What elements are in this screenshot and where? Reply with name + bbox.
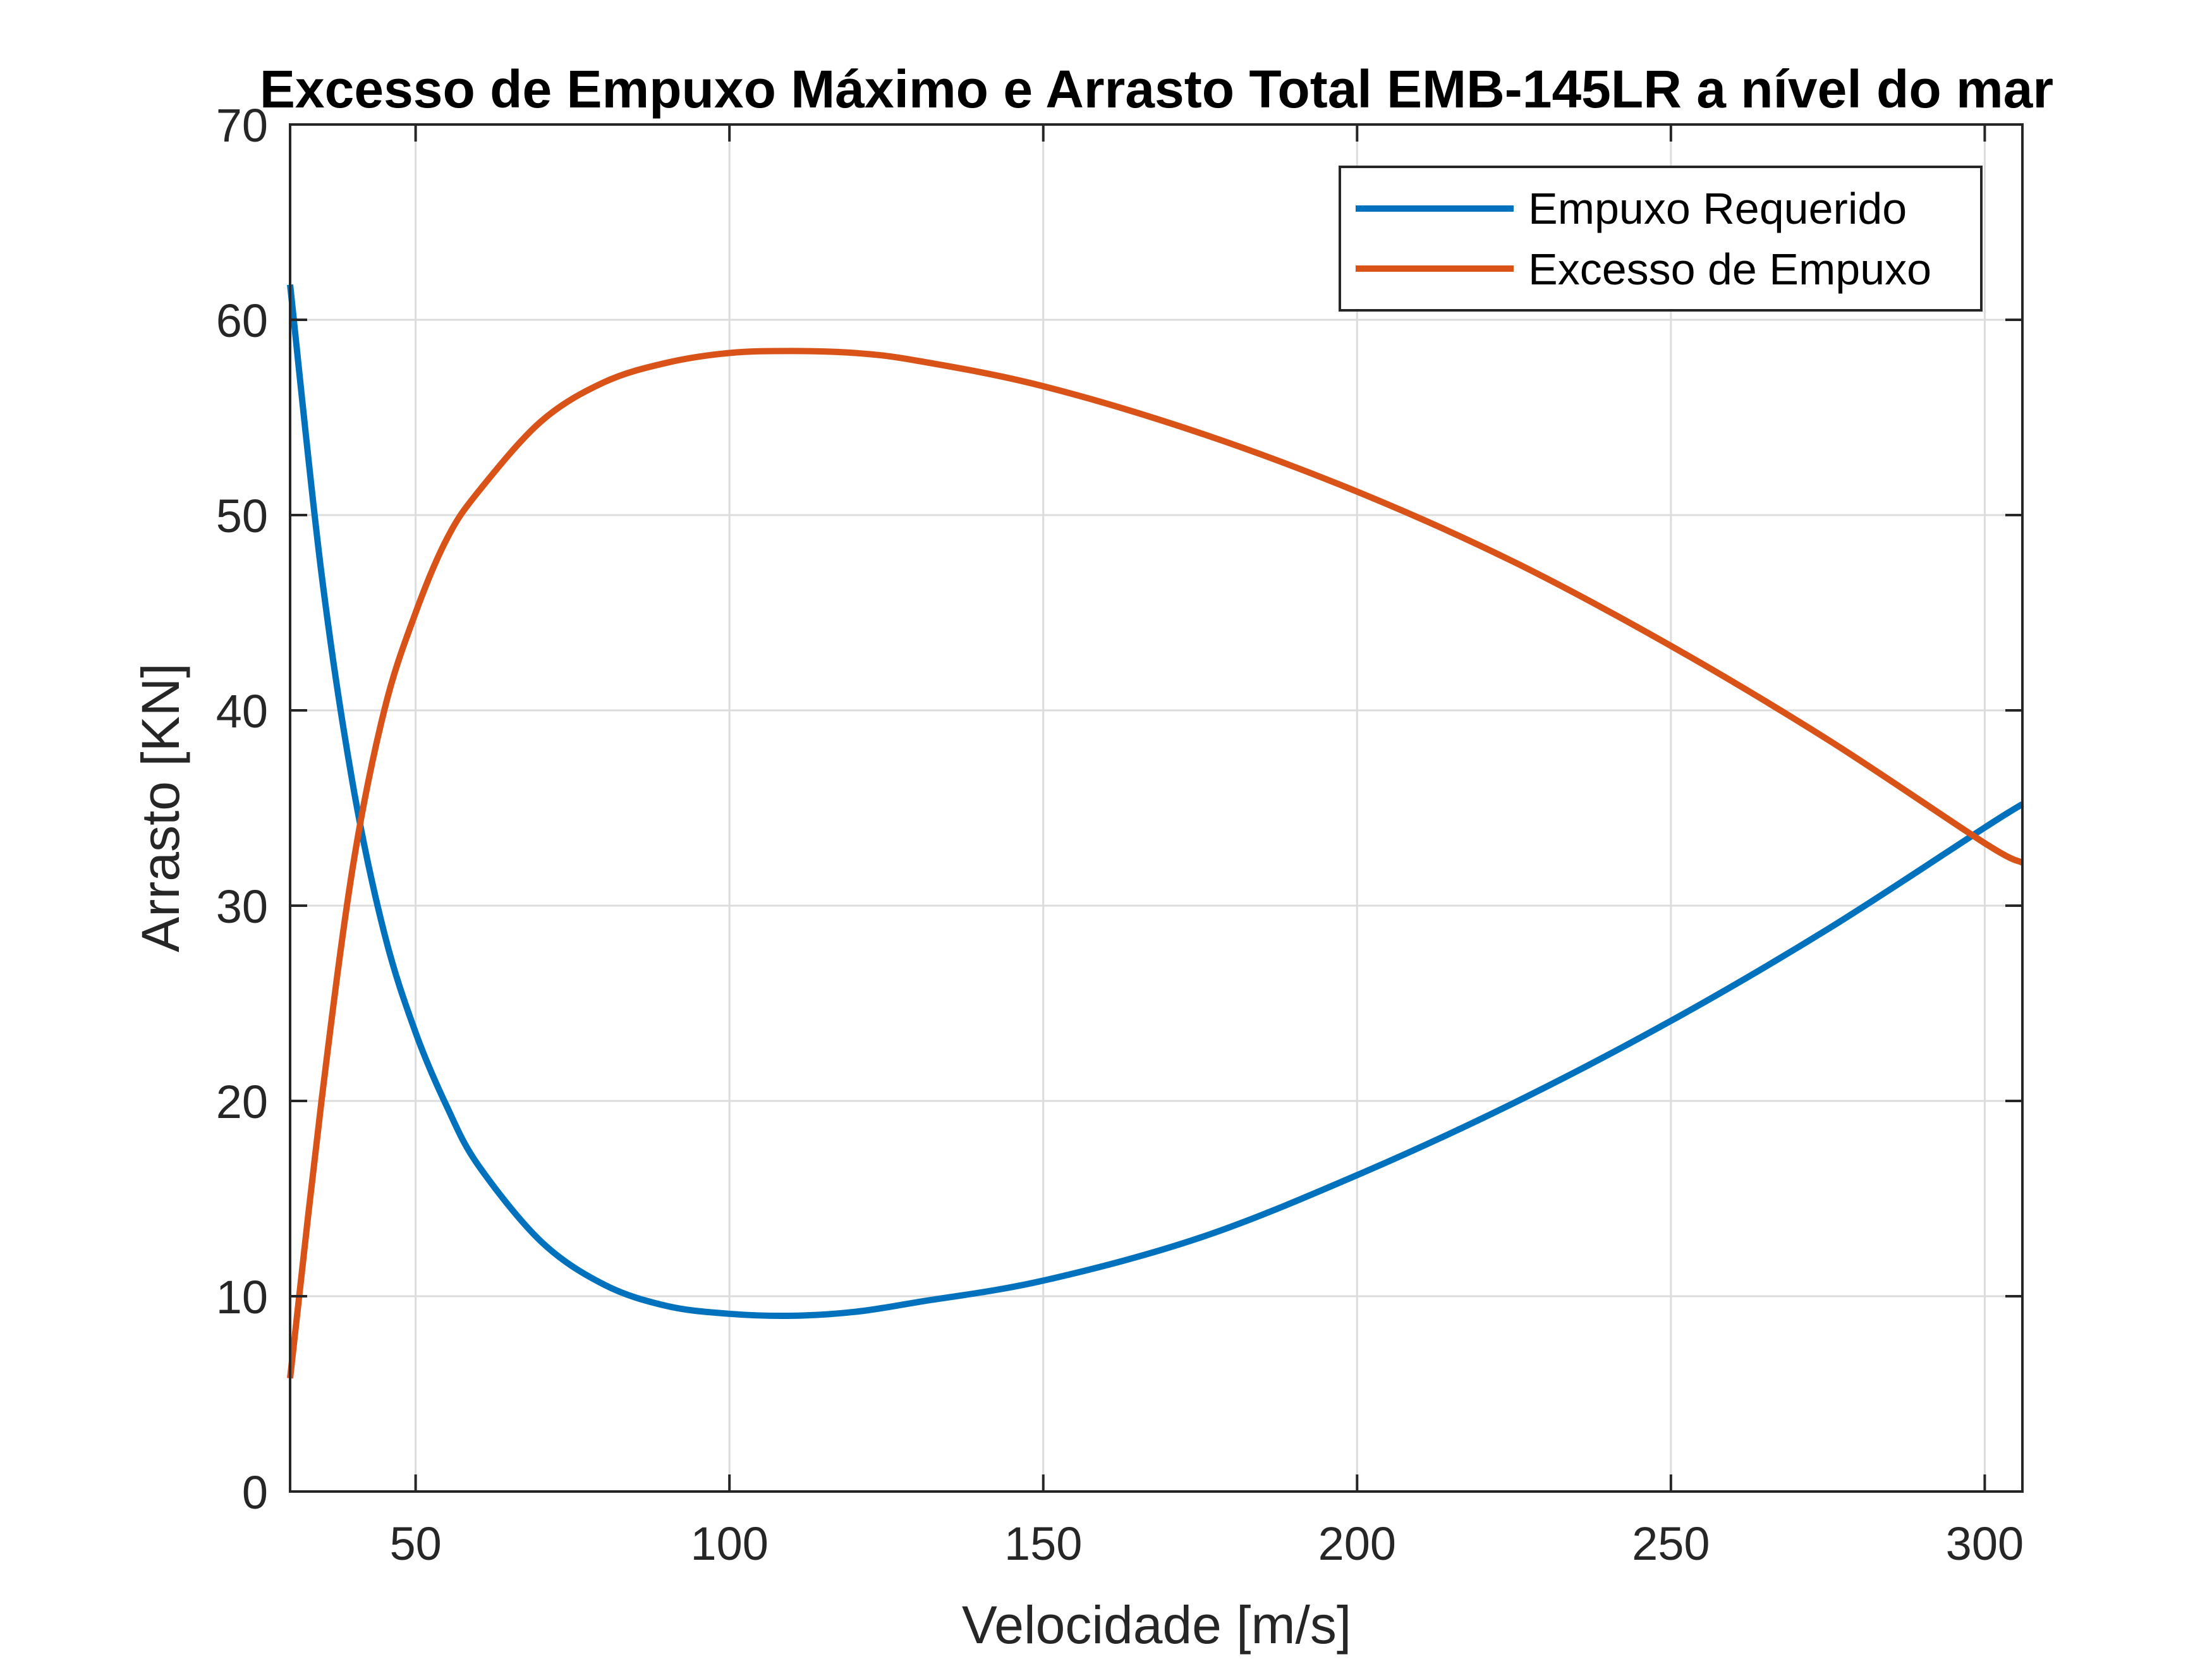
ticks	[290, 123, 2022, 1493]
x-tick-label: 300	[1946, 1517, 2024, 1570]
y-tick-label: 20	[216, 1076, 268, 1128]
x-tick-label: 50	[389, 1517, 441, 1570]
legend: Empuxo Requerido Excesso de Empuxo	[1339, 166, 1983, 312]
plot-frame	[289, 123, 2024, 1493]
legend-label-excesso-de-empuxo: Excesso de Empuxo	[1528, 245, 1931, 294]
y-axis-label: Arrasto [KN]	[131, 663, 190, 952]
tick-labels: 50 100 150 200 250 300 0 10 20 30 40 50 60 70	[216, 99, 2024, 1570]
y-tick-label: 40	[216, 685, 268, 738]
y-tick-label: 30	[216, 880, 268, 933]
y-tick-label: 50	[216, 490, 268, 542]
x-tick-label: 250	[1632, 1517, 1710, 1570]
legend-label-empuxo-requerido: Empuxo Requerido	[1528, 184, 1907, 233]
series-line-excesso-de-empuxo	[287, 348, 2024, 1379]
y-tick-label: 70	[216, 99, 268, 152]
series-line-empuxo-requerido	[287, 284, 2024, 1320]
x-tick-label: 150	[1004, 1517, 1082, 1570]
legend-box	[1339, 166, 1983, 312]
chart-title: Excesso de Empuxo Máximo e Arrasto Total…	[260, 59, 2053, 119]
plot-area	[290, 125, 2022, 1492]
x-axis-label: Velocidade [m/s]	[962, 1595, 1351, 1655]
x-tick-label: 100	[690, 1517, 768, 1570]
y-tick-label: 10	[216, 1271, 268, 1323]
y-tick-label: 60	[216, 295, 268, 347]
series-layer	[287, 284, 2024, 1379]
y-tick-label: 0	[242, 1466, 268, 1519]
x-tick-label: 200	[1318, 1517, 1396, 1570]
